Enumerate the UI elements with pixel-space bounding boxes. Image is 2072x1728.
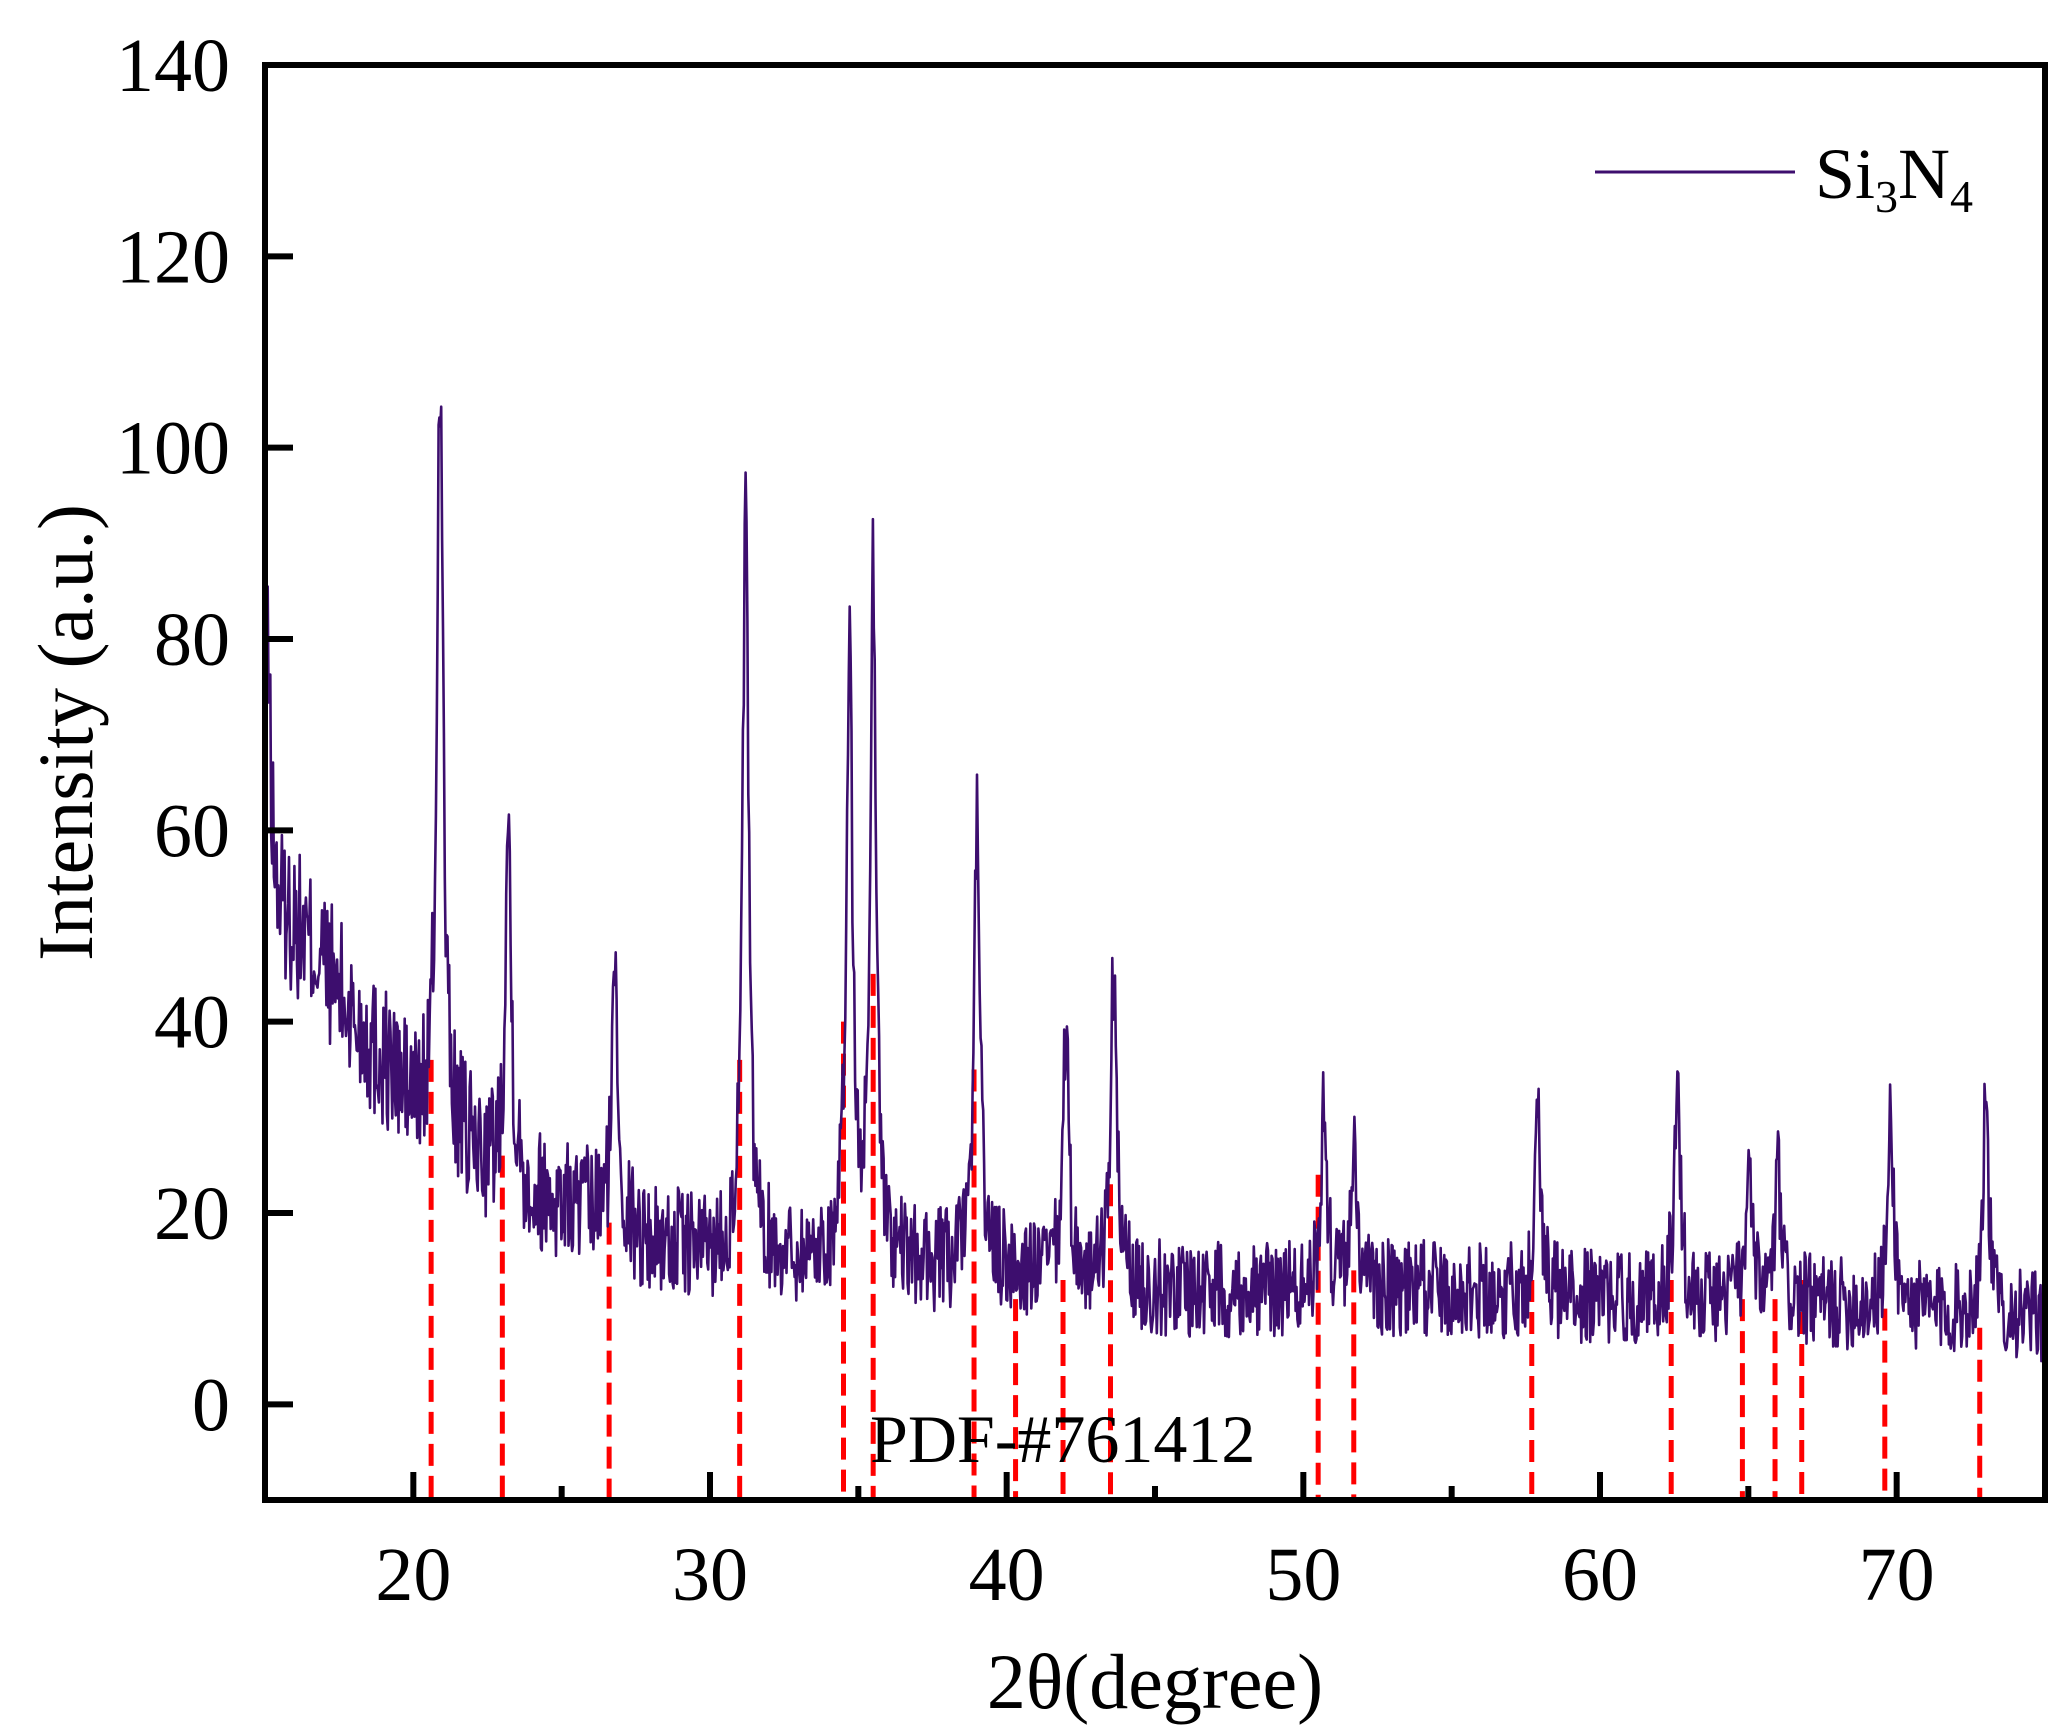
y-axis-title: Intensity (a.u.): [22, 504, 109, 961]
y-tick-label-120: 120: [116, 215, 230, 299]
y-tick-label-100: 100: [116, 407, 230, 491]
y-tick-label-80: 80: [154, 598, 230, 682]
y-axis-ticks: 0 20 40 60 80 100 120 140: [116, 24, 293, 1447]
x-tick-label-40: 40: [969, 1533, 1045, 1617]
legend: Si3N4: [1595, 134, 1973, 222]
legend-label-si3n4: Si3N4: [1815, 134, 1973, 222]
y-tick-label-140: 140: [116, 24, 230, 108]
y-tick-label-0: 0: [192, 1363, 230, 1447]
x-tick-label-60: 60: [1562, 1533, 1638, 1617]
legend-sub-4: 4: [1950, 171, 1973, 222]
y-tick-label-40: 40: [154, 981, 230, 1065]
x-axis-ticks: 20 30 40 50 60 70: [375, 1472, 1935, 1617]
x-axis-title: 2θ(degree): [987, 1638, 1323, 1725]
legend-sub-3: 3: [1875, 171, 1898, 222]
reference-lines: [428, 973, 1983, 1500]
series-line-si3n4: [264, 405, 2047, 1363]
axes: 20 30 40 50 60 70 0 20 40 60 80 100 120 140: [116, 24, 2048, 1617]
x-tick-label-70: 70: [1859, 1533, 1935, 1617]
x-tick-label-20: 20: [375, 1533, 451, 1617]
x-tick-label-30: 30: [672, 1533, 748, 1617]
reference-pdf-label: PDF-#761412: [870, 1401, 1255, 1477]
legend-si: Si: [1815, 134, 1875, 214]
legend-n: N: [1898, 134, 1950, 214]
y-tick-label-60: 60: [154, 789, 230, 873]
x-tick-label-50: 50: [1265, 1533, 1341, 1617]
series-group: [264, 405, 2047, 1363]
y-tick-label-20: 20: [154, 1172, 230, 1256]
